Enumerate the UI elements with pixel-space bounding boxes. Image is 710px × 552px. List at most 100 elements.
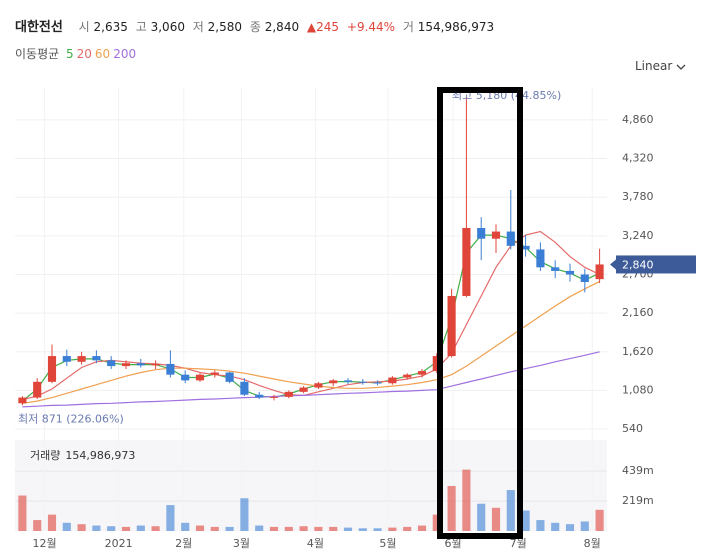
quote-label: 저 — [192, 20, 204, 34]
volume-bar — [77, 524, 86, 531]
y-tick-label: 4,860 — [622, 113, 654, 126]
candle-body — [358, 381, 367, 383]
volume-bar — [447, 485, 456, 531]
ma-line — [22, 230, 600, 401]
volume-bar — [181, 522, 190, 531]
price-change: ▲245 — [306, 20, 340, 34]
x-tick-label: 5월 — [379, 537, 396, 550]
volume-bar — [299, 526, 308, 531]
volume-bar — [284, 526, 293, 531]
candle-body — [299, 387, 308, 392]
candle-body — [388, 377, 397, 384]
x-tick-label: 6월 — [445, 537, 462, 550]
low-annotation: 최저 871 (226.06%) — [18, 412, 124, 425]
candle-body — [314, 383, 323, 388]
candle-body — [269, 396, 279, 398]
scale-dropdown[interactable]: Linear — [635, 59, 686, 73]
candle-body — [329, 380, 338, 384]
candle-body — [47, 356, 57, 382]
volume-bar — [314, 526, 323, 531]
candle-body — [121, 363, 131, 367]
price-tag-label: 2,840 — [622, 258, 654, 271]
volume-bar — [121, 526, 131, 531]
quote-label: 고 — [135, 20, 147, 34]
quote-value: 2,635 — [93, 20, 128, 34]
volume-bar — [403, 526, 412, 531]
candle-body — [18, 397, 27, 404]
ma-line — [22, 234, 600, 402]
quote-label: 거 — [402, 20, 414, 34]
candle-body — [225, 372, 234, 382]
volume-bar — [107, 526, 116, 531]
candle-body — [136, 363, 145, 366]
candle-body — [373, 382, 382, 384]
candle-body — [284, 391, 293, 397]
volume-bar — [225, 526, 234, 531]
candle-body — [107, 360, 116, 367]
candle-body — [210, 372, 219, 375]
volume-bar — [358, 528, 367, 531]
ma-line — [22, 281, 600, 404]
volume-title-label: 거래량 — [30, 449, 60, 462]
quote-value: 154,986,973 — [417, 20, 495, 34]
candle-body — [92, 356, 101, 361]
candle-body — [565, 270, 575, 275]
volume-bar — [255, 525, 264, 531]
candle-body — [343, 380, 353, 382]
quote-value: 2,840 — [264, 20, 300, 34]
quote-label: 시 — [78, 20, 90, 34]
candle-body — [506, 231, 515, 246]
volume-bar — [92, 525, 101, 531]
x-tick-label: 3월 — [233, 537, 250, 550]
volume-bar — [343, 527, 353, 531]
x-tick-label: 8월 — [584, 537, 601, 550]
candle-body — [62, 356, 71, 362]
volume-panel — [15, 440, 607, 531]
volume-bar — [551, 522, 560, 531]
ma-legend: 이동평균 5 20 60 200 — [15, 45, 139, 62]
candle-body — [151, 363, 160, 366]
ma-line — [22, 351, 600, 408]
volume-bar — [565, 524, 575, 531]
volume-bar — [536, 520, 545, 531]
volume-bar — [166, 505, 175, 531]
candle-body — [166, 363, 175, 375]
volume-title: 거래량 154,986,973 — [30, 449, 135, 462]
ma-legend-item: 20 — [76, 47, 92, 61]
x-tick-label: 12월 — [33, 537, 57, 550]
price-tag-box — [616, 255, 696, 274]
volume-bar — [595, 509, 604, 531]
x-tick-label: 4월 — [307, 537, 324, 550]
candle-body — [491, 231, 501, 239]
x-tick-label: 7월 — [510, 537, 527, 550]
x-tick-label: 2021 — [105, 537, 133, 550]
dropdown-icon[interactable] — [676, 63, 686, 71]
y-tick-label: 3,780 — [622, 190, 654, 203]
candle-body — [580, 274, 589, 282]
volume-bar — [477, 503, 486, 531]
quote-value: 2,580 — [207, 20, 243, 34]
candle-body — [551, 267, 560, 271]
ma-legend-item: 200 — [113, 47, 137, 61]
volume-bar — [62, 522, 71, 531]
volume-bar — [580, 521, 589, 531]
candle-body — [195, 374, 205, 381]
candle-body — [432, 356, 441, 372]
volume-bar — [388, 527, 397, 531]
y-tick-label: 2,700 — [622, 267, 654, 280]
y-tick-label: 4,320 — [622, 152, 654, 165]
volume-bar — [329, 526, 338, 531]
volume-bar — [491, 507, 501, 531]
candle-body — [417, 371, 427, 375]
volume-bar — [136, 525, 145, 531]
ma-legend-item: 60 — [94, 47, 111, 61]
volume-bar — [417, 525, 427, 531]
y-tick-label: 540 — [622, 422, 643, 435]
y-tick-label: 1,620 — [622, 345, 654, 358]
scale-label[interactable]: Linear — [635, 59, 673, 73]
volume-bar — [210, 526, 219, 531]
volume-total: 154,986,973 — [65, 449, 135, 462]
volume-bar — [521, 510, 530, 531]
